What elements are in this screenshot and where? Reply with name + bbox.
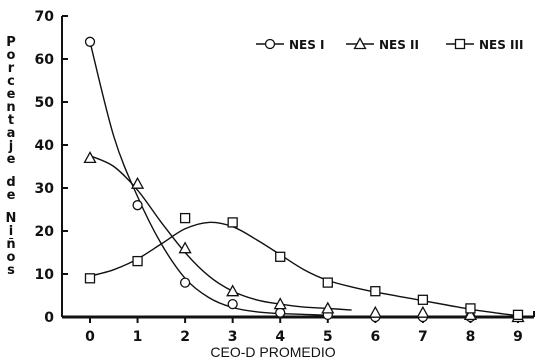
y-tick-label: 20 [35, 224, 55, 240]
data-point-nes-ii [83, 151, 97, 164]
y-tick-label: 40 [35, 138, 55, 154]
data-point-nes-ii [416, 305, 430, 318]
y-tick-label: 60 [35, 52, 55, 68]
legend-label-nes-i: NES I [289, 38, 325, 52]
y-axis-label-char: e [6, 152, 16, 167]
y-axis-label-char: j [8, 139, 14, 154]
x-tick-label: 1 [133, 329, 143, 345]
x-tick-label: 5 [323, 329, 333, 345]
data-point-nes-i [84, 36, 96, 47]
data-point-nes-i [179, 277, 191, 288]
y-axis-label-char: ñ [6, 237, 16, 252]
data-point-nes-i [275, 307, 286, 318]
data-point-nes-iii [370, 286, 381, 297]
y-tick-label: 70 [35, 9, 55, 25]
data-point-nes-iii [465, 303, 476, 314]
y-axis-label-char: e [6, 87, 16, 102]
y-axis-label-char: o [6, 48, 16, 63]
y-tick-labels: 0 10 20 30 40 50 60 70 [35, 9, 68, 326]
y-axis-label-char: o [6, 250, 16, 265]
y-axis-label-char: c [7, 74, 15, 89]
series-curves [89, 41, 519, 317]
y-axis-label-char: n [6, 100, 16, 115]
data-point-nes-iii [179, 212, 191, 224]
x-axis-label: CEO-D PROMEDIO [210, 344, 336, 360]
legend-marker-nes-i [264, 38, 276, 50]
y-tick-label: 0 [44, 310, 54, 326]
y-axis-label-char: t [7, 113, 15, 128]
chart-axes [61, 16, 535, 319]
legend-label-nes-iii: NES III [479, 38, 523, 52]
data-point-nes-iii [417, 294, 429, 305]
data-point-nes-iii [322, 277, 333, 288]
y-axis-label-char: r [7, 61, 15, 76]
legend-marker-nes-ii [353, 37, 367, 50]
x-tick-label: 2 [180, 329, 190, 345]
data-point-nes-i [227, 298, 238, 310]
chart-legend: NES I NES II NES III [256, 37, 523, 52]
legend-label-nes-ii: NES II [379, 38, 419, 52]
data-point-nes-ii [226, 284, 240, 297]
y-axis-label-char: d [6, 175, 16, 190]
x-tick-label: 7 [418, 329, 428, 345]
y-axis-label-char: N [5, 211, 17, 226]
y-tick-label: 50 [35, 95, 55, 111]
y-axis-label-char: a [6, 126, 16, 141]
y-axis-label-char: P [6, 35, 16, 50]
series-markers [83, 36, 525, 323]
x-tick-labels: 0 1 2 3 4 5 6 7 8 9 [85, 317, 523, 345]
x-tick-label: 3 [228, 329, 238, 345]
data-point-nes-iii [84, 273, 96, 284]
series-curve-nes-i [89, 41, 328, 316]
data-point-nes-i [132, 200, 143, 211]
data-point-nes-ii [463, 308, 478, 321]
x-tick-label: 4 [275, 329, 285, 345]
data-point-nes-ii [273, 297, 287, 310]
legend-marker-nes-iii [454, 38, 466, 50]
y-axis-label-char: e [6, 188, 16, 203]
x-tick-label: 9 [513, 329, 523, 345]
x-tick-label: 8 [466, 329, 476, 345]
data-point-nes-iii [227, 217, 238, 228]
data-point-nes-ii [321, 301, 335, 314]
series-curve-nes-iii [89, 221, 519, 317]
y-axis-label-char: i [8, 224, 14, 239]
data-point-nes-iii [132, 255, 143, 267]
data-point-nes-iii [512, 309, 524, 321]
data-point-nes-ii [368, 305, 382, 318]
y-axis-label-char: s [7, 263, 15, 278]
data-point-nes-ii [130, 176, 145, 189]
y-tick-label: 30 [35, 181, 55, 197]
x-tick-label: 6 [370, 329, 380, 345]
y-tick-label: 10 [35, 267, 55, 283]
x-tick-label: 0 [85, 329, 95, 345]
data-point-nes-iii [275, 251, 286, 262]
data-point-nes-ii [178, 241, 192, 254]
